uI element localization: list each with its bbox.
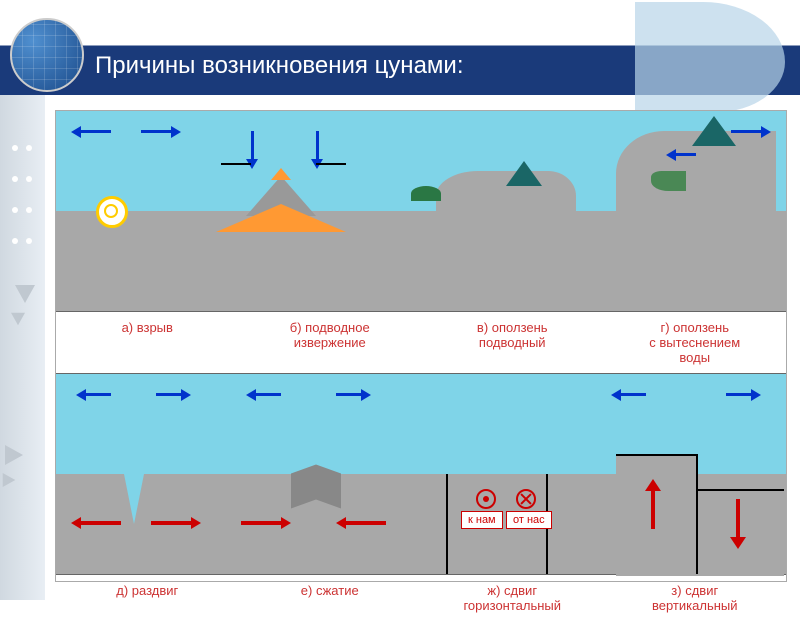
arrow-down-icon <box>11 313 25 326</box>
label-b: б) подводное извержение <box>239 320 422 365</box>
wave-arrow-left <box>666 146 696 164</box>
shear-label-toward: к нам <box>461 511 503 529</box>
arrow-down-icon <box>15 285 35 303</box>
plate-arrow-left <box>71 514 121 532</box>
explosion-icon <box>96 196 128 228</box>
wave-arrow-right <box>336 386 371 404</box>
wave-arrow-left <box>76 386 111 404</box>
slide-debris <box>651 171 686 191</box>
surface-line <box>221 163 251 165</box>
water-raised <box>616 434 696 454</box>
fault-line <box>696 454 698 574</box>
left-sidebar-strip <box>0 95 45 600</box>
wave-arrow-left <box>71 123 111 141</box>
fault-line <box>446 474 448 574</box>
landslide-peak <box>506 161 542 186</box>
fault-block-down <box>696 489 784 576</box>
wave-arrow-right <box>726 386 761 404</box>
shear-toward-icon <box>476 489 496 509</box>
dot-grid <box>8 135 36 259</box>
header: Причины возникновения цунами: <box>0 0 800 95</box>
wave-arrow-left <box>246 386 281 404</box>
arrow-right-icon <box>3 473 16 487</box>
surface-line <box>316 163 346 165</box>
page-title: Причины возникновения цунами: <box>95 52 463 80</box>
wave-arrow-right <box>156 386 191 404</box>
plate-arrow-right <box>151 514 201 532</box>
plate-arrow-left <box>336 514 386 532</box>
arrow-up-icon <box>651 489 655 529</box>
landslide-peak <box>692 116 736 146</box>
label-h: з) сдвиг вертикальный <box>604 583 787 613</box>
wave-arrow-left <box>611 386 646 404</box>
shear-label-away: от нас <box>506 511 552 529</box>
fault-block-up <box>616 454 696 576</box>
arrow-right-icon <box>5 445 23 465</box>
arrow-down-icon <box>316 131 319 161</box>
slide-debris <box>411 186 441 201</box>
arrow-down-icon <box>251 131 254 161</box>
label-g: ж) сдвиг горизонтальный <box>421 583 604 613</box>
label-a: а) взрыв <box>56 320 239 365</box>
globe-icon <box>10 18 84 92</box>
label-c: в) оползень подводный <box>421 320 604 365</box>
divergence-crack <box>124 474 144 524</box>
label-e: д) раздвиг <box>56 583 239 613</box>
label-d: г) оползень с вытеснением воды <box>604 320 787 365</box>
shear-away-icon <box>516 489 536 509</box>
panel-top <box>56 111 786 312</box>
panel-bottom: к нам от нас <box>56 374 786 575</box>
wave-arrow-right <box>141 123 181 141</box>
arrow-down-icon <box>736 499 740 539</box>
seabed-layer <box>56 211 786 311</box>
plate-arrow-right <box>241 514 291 532</box>
wave-arrow-right <box>731 123 771 141</box>
decoration-wave <box>635 2 795 122</box>
labels-top: а) взрыв б) подводное извержение в) опол… <box>56 312 786 374</box>
label-f: е) сжатие <box>239 583 422 613</box>
diagram-container: а) взрыв б) подводное извержение в) опол… <box>55 110 787 582</box>
labels-bottom: д) раздвиг е) сжатие ж) сдвиг горизонтал… <box>56 575 786 621</box>
underwater-volcano <box>246 176 316 216</box>
